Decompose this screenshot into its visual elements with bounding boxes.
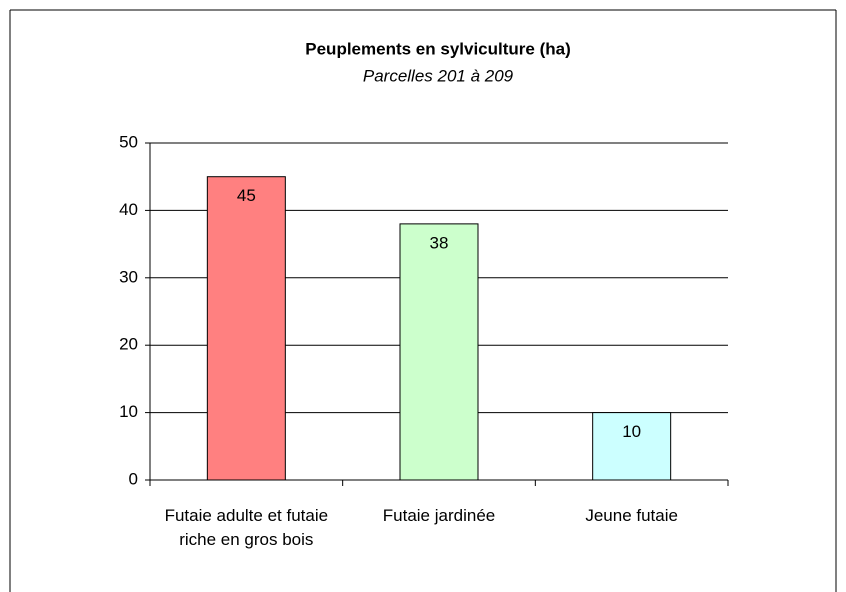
x-tick-label: Futaie adulte et futaie riche en gros bo… xyxy=(164,506,329,549)
x-tick-label: Futaie jardinée xyxy=(382,506,496,525)
bar xyxy=(399,223,479,481)
value-label: 38 xyxy=(430,233,449,252)
chart-subtitle: Parcelles 201 à 209 xyxy=(363,66,514,85)
y-tick-label: 40 xyxy=(119,200,138,219)
value-label: 10 xyxy=(622,422,641,441)
y-tick-label: 50 xyxy=(119,132,138,151)
x-tick-label: Jeune futaie xyxy=(585,506,678,525)
y-tick-label: 20 xyxy=(119,335,138,354)
chart-title: Peuplements en sylviculture (ha) xyxy=(305,39,570,58)
y-tick-label: 0 xyxy=(129,469,138,488)
value-label: 45 xyxy=(237,186,256,205)
y-tick-label: 30 xyxy=(119,267,138,286)
bar xyxy=(206,176,286,481)
bar xyxy=(592,412,672,481)
y-tick-label: 10 xyxy=(119,402,138,421)
